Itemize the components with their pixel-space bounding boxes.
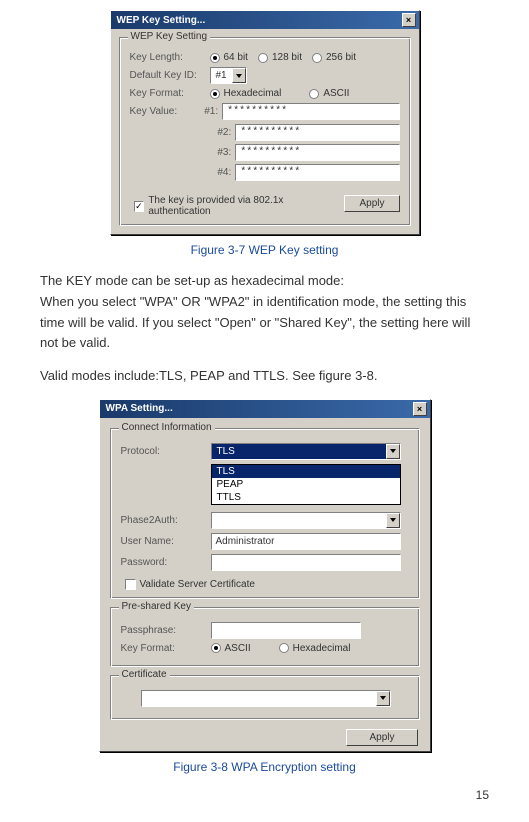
radio-dot-icon [309, 89, 319, 99]
radio-256bit[interactable]: 256 bit [312, 52, 356, 63]
protocol-dropdown: TLS PEAP TTLS [211, 464, 401, 505]
wep-apply-button[interactable]: Apply [344, 195, 399, 212]
user-input[interactable]: Administrator [211, 533, 401, 550]
radio-dot-icon [211, 643, 221, 653]
wpa-cert-group: Certificate [110, 675, 420, 720]
wep-dialog: WEP Key Setting... × WEP Key Setting Key… [110, 10, 420, 235]
radio-dot-icon [279, 643, 289, 653]
page-number: 15 [40, 788, 489, 802]
phase2-select[interactable] [211, 512, 401, 529]
key-idx-2: #2: [210, 127, 232, 138]
para1: The KEY mode can be set-up as hexadecima… [40, 271, 489, 292]
chk-validate-label: Validate Server Certificate [140, 579, 255, 590]
close-icon[interactable]: × [413, 402, 427, 416]
chk-8021x[interactable]: ✓ The key is provided via 802.1x authent… [134, 195, 345, 217]
phase2-label: Phase2Auth: [121, 515, 211, 526]
radio-dot-icon [258, 53, 268, 63]
passphrase-label: Passphrase: [121, 625, 211, 636]
key-input-3[interactable]: ********** [235, 144, 399, 161]
wpa-apply-button[interactable]: Apply [346, 729, 417, 746]
protocol-value: TLS [212, 444, 386, 459]
radio-hex[interactable]: Hexadecimal [210, 88, 282, 99]
key-value-label: Key Value: [130, 106, 209, 117]
wpa-psk-title: Pre-shared Key [119, 601, 194, 612]
fig38-caption: Figure 3-8 WPA Encryption setting [40, 760, 489, 774]
chevron-down-icon [386, 444, 400, 459]
para2: When you select "WPA" OR "WPA2" in ident… [40, 292, 489, 354]
passphrase-input[interactable] [211, 622, 361, 639]
password-label: Password: [121, 557, 211, 568]
protocol-option-peap[interactable]: PEAP [212, 478, 400, 491]
wpa-titlebar: WPA Setting... × [100, 400, 430, 418]
key-format-label: Key Format: [130, 88, 210, 99]
key-idx-3: #3: [210, 147, 232, 158]
wep-titlebar: WEP Key Setting... × [111, 11, 419, 29]
protocol-option-tls[interactable]: TLS [212, 465, 400, 478]
password-input[interactable] [211, 554, 401, 571]
wep-group-title: WEP Key Setting [128, 31, 211, 42]
psk-radio-hex[interactable]: Hexadecimal [279, 643, 351, 654]
key-idx-4: #4: [210, 167, 232, 178]
wep-title: WEP Key Setting... [117, 15, 206, 26]
checkbox-icon [125, 579, 136, 590]
para3: Valid modes include:TLS, PEAP and TTLS. … [40, 366, 489, 387]
radio-ascii[interactable]: ASCII [309, 88, 349, 99]
key-length-label: Key Length: [130, 52, 210, 63]
protocol-select[interactable]: TLS [211, 443, 401, 460]
chevron-down-icon [386, 513, 400, 528]
default-key-id-value: #1 [211, 70, 232, 81]
radio-dot-icon [312, 53, 322, 63]
protocol-option-ttls[interactable]: TTLS [212, 491, 400, 504]
key-input-2[interactable]: ********** [235, 124, 399, 141]
default-key-id-label: Default Key ID: [130, 70, 210, 81]
wpa-conn-group: Connect Information Protocol: TLS TLS PE… [110, 428, 420, 599]
wpa-cert-title: Certificate [119, 669, 170, 680]
radio-128bit[interactable]: 128 bit [258, 52, 302, 63]
radio-dot-icon [210, 89, 220, 99]
key-input-1[interactable]: ********** [222, 103, 399, 120]
key-input-4[interactable]: ********** [235, 164, 399, 181]
protocol-label: Protocol: [121, 446, 211, 457]
psk-key-format-label: Key Format: [121, 643, 211, 654]
wpa-conn-title: Connect Information [119, 422, 215, 433]
psk-radio-ascii[interactable]: ASCII [211, 643, 251, 654]
chk-8021x-label: The key is provided via 802.1x authentic… [148, 195, 344, 217]
key-idx-1: #1: [204, 106, 218, 117]
chevron-down-icon [232, 68, 246, 83]
wpa-title: WPA Setting... [106, 403, 173, 414]
wep-groupbox: WEP Key Setting Key Length: 64 bit 128 b… [119, 37, 411, 226]
checkbox-icon: ✓ [134, 201, 145, 212]
chevron-down-icon [376, 691, 390, 706]
certificate-select[interactable] [141, 690, 391, 707]
wpa-psk-group: Pre-shared Key Passphrase: Key Format: A… [110, 607, 420, 667]
default-key-id-select[interactable]: #1 [210, 67, 247, 84]
user-label: User Name: [121, 536, 211, 547]
radio-64bit[interactable]: 64 bit [210, 52, 248, 63]
fig37-caption: Figure 3-7 WEP Key setting [40, 243, 489, 257]
radio-dot-icon [210, 53, 220, 63]
chk-validate-cert[interactable]: Validate Server Certificate [125, 579, 409, 590]
wpa-dialog: WPA Setting... × Connect Information Pro… [99, 399, 431, 752]
close-icon[interactable]: × [402, 13, 416, 27]
